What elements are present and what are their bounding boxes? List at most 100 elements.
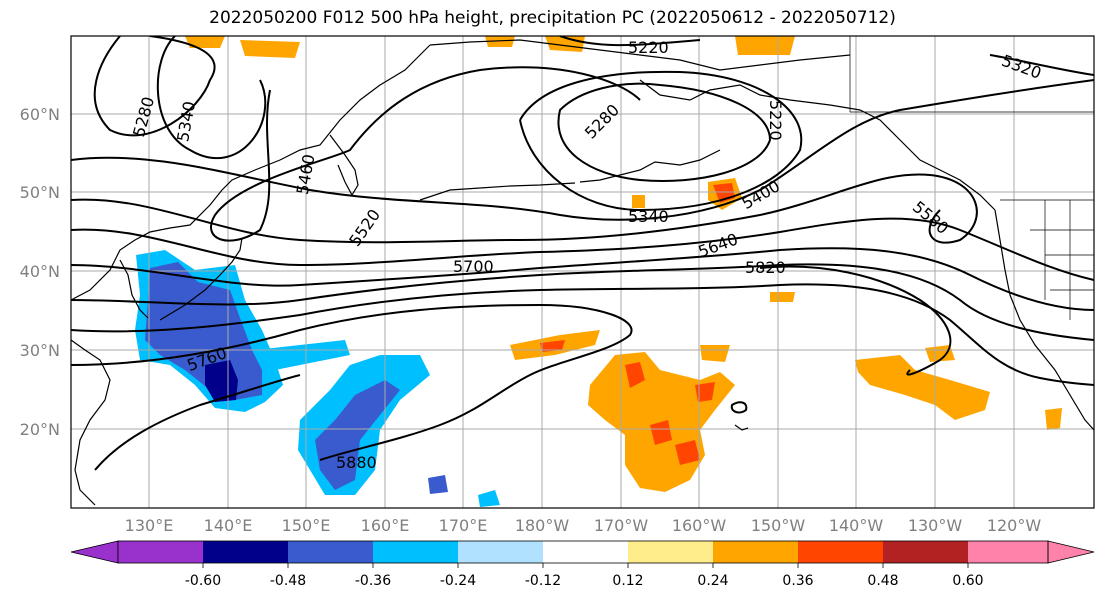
precip-orange-top1	[185, 36, 225, 48]
contour-label: 5340	[628, 207, 669, 226]
lon-label: 160°E	[361, 516, 410, 535]
lon-label: 150°E	[282, 516, 331, 535]
chart-title: 2022050200 F012 500 hPa height, precipit…	[209, 8, 896, 28]
contour-5340-west	[156, 36, 267, 159]
contour-5280-east	[557, 82, 772, 182]
colorbar-bin	[458, 541, 543, 563]
colorbar-bin	[118, 541, 203, 563]
precip-red-central3	[650, 420, 672, 445]
colorbar-bin	[798, 541, 883, 563]
precip-red-dateline	[540, 340, 565, 352]
contour-5520	[71, 173, 978, 244]
coast-alaska-pen	[579, 149, 721, 183]
colorbar-tick-label: 0.60	[952, 573, 983, 589]
coast-korea	[119, 259, 149, 319]
map-area: 5220 5220 5280 5280 5340 5340 5400 5460 …	[71, 36, 1094, 508]
coast-siberia-top	[429, 39, 851, 71]
lon-label: 170°E	[439, 516, 488, 535]
colorbar-tick-label: 0.12	[612, 573, 643, 589]
contour-label: 5220	[628, 38, 669, 57]
contour-5580	[71, 217, 1094, 281]
precip-positive-shading	[185, 36, 1062, 492]
borders	[849, 36, 1094, 320]
precip-blue-small3	[428, 475, 448, 494]
colorbar-tick-label: 0.36	[782, 573, 813, 589]
latitude-labels: 60°N 50°N 40°N 30°N 20°N	[20, 105, 60, 439]
precip-red-central4	[675, 440, 700, 465]
colorbar-bin	[288, 541, 373, 563]
contour-5340-east	[519, 70, 803, 212]
lon-label: 180°W	[515, 516, 570, 535]
contour-5820-east	[759, 265, 952, 376]
colorbar: -0.60 -0.48 -0.36 -0.24 -0.12 0.12 0.24 …	[70, 540, 1095, 589]
colorbar-bin	[883, 541, 968, 563]
graticule	[71, 36, 1094, 508]
contour-5460	[210, 66, 641, 242]
contour-label: 5220	[766, 100, 785, 141]
lon-label: 130°E	[125, 516, 174, 535]
contour-label: 5700	[453, 257, 494, 276]
contour-5700	[71, 263, 1094, 341]
precip-negative-shading	[135, 250, 500, 507]
contour-closed-small	[730, 401, 748, 414]
coast-asia	[71, 44, 431, 301]
colorbar-tick-label: 0.48	[867, 573, 898, 589]
colorbar-right-extend	[1047, 540, 1095, 564]
lon-label: 140°W	[829, 516, 884, 535]
precip-orange-small1	[770, 292, 795, 302]
colorbar-bin	[203, 541, 288, 563]
colorbar-tick-label: -0.48	[270, 573, 306, 589]
precip-orange-east2	[925, 345, 955, 362]
contour-5320	[989, 54, 1094, 76]
colorbar-bin	[968, 541, 1048, 563]
longitude-labels: 130°E 140°E 150°E 160°E 170°E 180°W 170°…	[125, 516, 1042, 535]
lon-label: 170°W	[594, 516, 649, 535]
coast-kamchatka	[329, 134, 359, 197]
map-frame	[70, 35, 1095, 509]
contour-5280-west	[93, 36, 216, 137]
colorbar-tick-label: -0.60	[185, 573, 221, 589]
colorbar-tick-label: -0.24	[440, 573, 476, 589]
precip-blue-small2	[478, 490, 500, 507]
coast-alaska	[639, 79, 996, 211]
contour-5640	[71, 247, 1094, 311]
precip-orange-top5	[735, 36, 795, 55]
lat-label: 60°N	[20, 105, 60, 124]
lat-label: 20°N	[20, 420, 60, 439]
coast-hawaii	[734, 424, 749, 431]
colorbar-bin	[628, 541, 713, 563]
precip-red-central	[625, 362, 645, 388]
contour-label: 5880	[336, 453, 377, 472]
contour-5820	[71, 303, 633, 461]
precip-orange-top3	[485, 36, 515, 47]
coast-china	[71, 339, 111, 506]
height-contours	[71, 36, 1094, 471]
precip-medblue-central	[315, 380, 400, 490]
colorbar-tick-label: -0.36	[355, 573, 391, 589]
colorbar-bin	[713, 541, 798, 563]
lat-label: 40°N	[20, 262, 60, 281]
precip-darkblue-japan	[205, 360, 238, 402]
colorbar-left-extend	[70, 540, 119, 564]
contour-5220	[559, 36, 701, 47]
precip-orange-small2	[632, 195, 645, 208]
precip-medblue-japan	[145, 262, 262, 400]
contour-5760	[71, 283, 1094, 386]
coast-na-west	[994, 209, 1094, 431]
colorbar-bin	[373, 541, 458, 563]
lat-label: 50°N	[20, 183, 60, 202]
contour-label: 5820	[745, 258, 786, 277]
colorbar-tick-label: -0.12	[525, 573, 561, 589]
colorbar-bin	[543, 541, 628, 563]
lat-label: 30°N	[20, 341, 60, 360]
lon-label: 130°W	[908, 516, 963, 535]
lon-label: 150°W	[751, 516, 806, 535]
precip-orange-east3	[1045, 408, 1062, 430]
precip-blue-small1	[255, 340, 350, 372]
contour-5400	[71, 79, 1094, 221]
coastlines	[71, 39, 1094, 506]
coast-japan	[159, 237, 243, 321]
lon-label: 160°W	[672, 516, 727, 535]
precip-red-central2	[695, 382, 715, 402]
